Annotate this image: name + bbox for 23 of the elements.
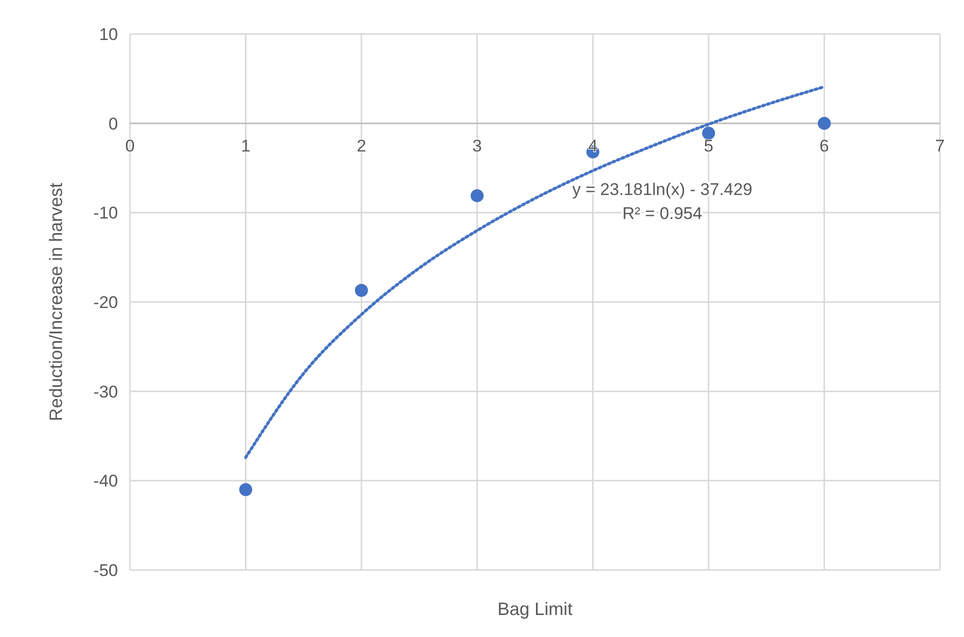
x-tick-label: 2: [356, 136, 366, 156]
y-tick-label: -40: [93, 472, 118, 491]
y-tick-label: -20: [93, 292, 118, 312]
x-tick-label: 6: [820, 136, 830, 156]
x-tick-label: 0: [125, 136, 135, 156]
y-axis-title: Reduction/Increase in harvest: [46, 182, 66, 422]
y-tick-label: -50: [93, 560, 118, 580]
x-tick-label: 1: [240, 136, 250, 156]
point: [702, 126, 716, 140]
annotation: R² = 0.954: [622, 204, 702, 223]
point: [239, 483, 252, 496]
y-tick-label: 10: [99, 24, 118, 44]
x-tick-label: 7: [935, 136, 945, 156]
point: [354, 284, 368, 297]
y-tick-label: -30: [93, 382, 118, 402]
x-axis-title: Bag Limit: [497, 599, 573, 619]
y-tick-label: 0: [108, 114, 118, 134]
x-tick-label: 3: [472, 136, 482, 156]
annotation: y = 23.181ln(x) - 37.429: [572, 180, 752, 199]
y-tick-label: -10: [93, 204, 118, 223]
point: [470, 189, 484, 202]
x-tick-label: 5: [704, 136, 714, 156]
point: [818, 116, 831, 130]
